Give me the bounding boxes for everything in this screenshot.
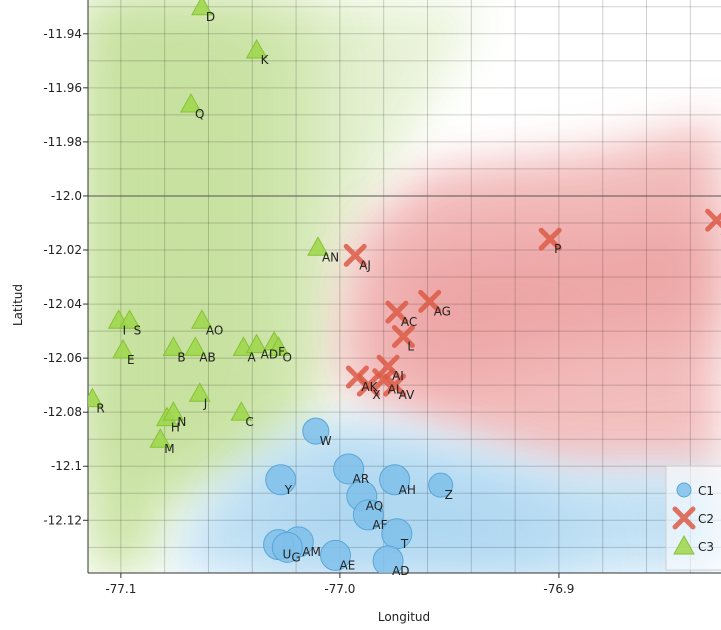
legend-marker-c1 bbox=[677, 483, 691, 497]
point-label: W bbox=[320, 434, 332, 448]
point-label: S bbox=[134, 323, 142, 337]
y-tick-label: -12.02 bbox=[43, 243, 82, 257]
point-label: B bbox=[177, 350, 185, 364]
point-label: AD bbox=[392, 564, 409, 578]
point-label: Q bbox=[195, 107, 204, 121]
point-label: AJ bbox=[359, 258, 371, 272]
point-label: AM bbox=[302, 545, 321, 559]
point-label: K bbox=[261, 53, 270, 67]
legend-label: C2 bbox=[698, 512, 714, 526]
point-label: I bbox=[123, 323, 127, 337]
y-axis-label: Latitud bbox=[11, 284, 25, 326]
point-label: AQ bbox=[366, 499, 383, 513]
point-label: AR bbox=[353, 472, 370, 486]
point-label: AN bbox=[322, 250, 339, 264]
point-label: G bbox=[291, 550, 300, 564]
point-label: C bbox=[245, 415, 253, 429]
point-label: U bbox=[283, 548, 292, 562]
point-label: AE bbox=[340, 558, 356, 572]
point-label: AI bbox=[392, 369, 404, 383]
x-axis-label: Longitud bbox=[378, 610, 430, 624]
y-tick-label: -12.0 bbox=[51, 189, 82, 203]
point-label: AH bbox=[399, 483, 416, 497]
y-tick-label: -12.04 bbox=[43, 297, 82, 311]
point-label: Y bbox=[284, 483, 293, 497]
point-label: AB bbox=[199, 350, 215, 364]
legend: C1 C2 C3 bbox=[666, 466, 721, 570]
point-label: AV bbox=[399, 388, 415, 402]
y-tick-label: -11.96 bbox=[43, 81, 82, 95]
point-label: L bbox=[407, 340, 414, 354]
x-tick-label: -77.0 bbox=[324, 582, 355, 596]
x-tick-label: -77.1 bbox=[105, 582, 136, 596]
point-label: T bbox=[400, 537, 409, 551]
point-label: R bbox=[96, 402, 104, 416]
y-tick-label: -12.1 bbox=[51, 459, 82, 473]
point-label: N bbox=[177, 415, 186, 429]
y-tick-label: -12.06 bbox=[43, 351, 82, 365]
y-tick-label: -12.12 bbox=[43, 513, 82, 527]
point-label: AG bbox=[434, 304, 451, 318]
x-tick-label: -76.9 bbox=[543, 582, 574, 596]
legend-label: C1 bbox=[698, 484, 714, 498]
point-label: D bbox=[206, 10, 215, 24]
point-label: Z bbox=[445, 488, 453, 502]
point-label: AO bbox=[206, 323, 223, 337]
point-label: E bbox=[127, 353, 135, 367]
point-label: AD bbox=[261, 348, 278, 362]
y-tick-label: -11.98 bbox=[43, 135, 82, 149]
legend-label: C3 bbox=[698, 540, 714, 554]
y-tick-label: -12.08 bbox=[43, 405, 82, 419]
point-label: A bbox=[248, 350, 257, 364]
point-label: J bbox=[203, 396, 208, 410]
point-label: AC bbox=[401, 315, 417, 329]
point-label: P bbox=[554, 242, 561, 256]
y-tick-label: -11.94 bbox=[43, 27, 82, 41]
point-label: O bbox=[283, 350, 292, 364]
point-label: X bbox=[372, 388, 380, 402]
point-label: AF bbox=[372, 518, 387, 532]
point-label: M bbox=[164, 442, 174, 456]
